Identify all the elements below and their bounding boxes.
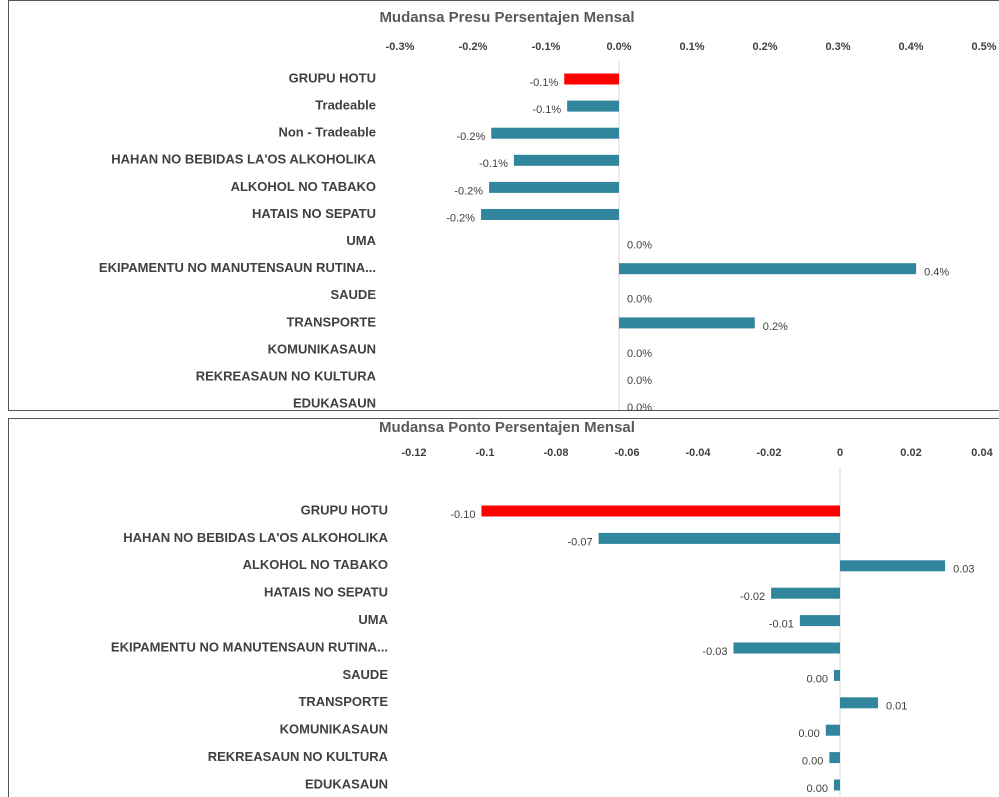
category-label: EKIPAMENTU NO MANUTENSAUN RUTINA... (99, 260, 376, 275)
bar (489, 181, 619, 193)
bar (619, 317, 755, 329)
category-label: UMA (358, 612, 388, 627)
x-tick-label: 0.3% (825, 41, 850, 53)
value-label: 0.0% (627, 348, 652, 360)
x-tick-label: -0.04 (685, 447, 711, 459)
x-tick-label: -0.12 (401, 447, 426, 459)
value-label: -0.1% (479, 158, 508, 170)
value-label: -0.07 (568, 536, 593, 548)
category-label: ALKOHOL NO TABAKO (243, 557, 388, 572)
value-label: 0.03 (953, 564, 974, 576)
bar (513, 154, 619, 166)
category-label: GRUPU HOTU (289, 70, 376, 85)
x-tick-label: -0.1 (476, 447, 495, 459)
value-label: -0.02 (740, 591, 765, 603)
bar (771, 587, 840, 599)
value-label: 0.00 (807, 783, 828, 795)
value-label: -0.2% (446, 212, 475, 224)
category-label: SAUDE (342, 667, 388, 682)
bar (564, 73, 619, 85)
bar (825, 724, 840, 736)
category-label: Non - Tradeable (278, 125, 376, 140)
bar (733, 642, 840, 654)
value-label: 0.00 (802, 756, 823, 768)
value-label: -0.01 (769, 619, 794, 631)
bar (840, 560, 946, 572)
x-tick-label: 0.0% (606, 41, 631, 53)
category-label: UMA (346, 233, 376, 248)
value-label: 0.0% (627, 240, 652, 252)
category-label: HAHAN NO BEBIDAS LA'OS ALKOHOLIKA (123, 530, 388, 545)
category-label: REKREASAUN NO KULTURA (196, 369, 377, 384)
chart-frame (8, 418, 999, 797)
value-label: 0.2% (763, 321, 788, 333)
value-label: -0.2% (454, 185, 483, 197)
bar (481, 209, 619, 220)
bar (491, 127, 619, 139)
bar (840, 697, 878, 709)
x-tick-label: 0 (837, 447, 843, 459)
category-label: EKIPAMENTU NO MANUTENSAUN RUTINA... (111, 639, 388, 654)
bar (799, 615, 840, 627)
x-tick-label: 0.04 (971, 447, 993, 459)
value-label: 0.0% (627, 294, 652, 306)
x-tick-label: -0.2% (459, 41, 488, 53)
bar (481, 505, 840, 517)
x-tick-label: 0.4% (898, 41, 923, 53)
value-label: -0.03 (702, 646, 727, 658)
x-tick-label: -0.06 (614, 447, 639, 459)
category-label: TRANSPORTE (298, 694, 388, 709)
category-label: REKREASAUN NO KULTURA (208, 749, 389, 764)
bar (829, 752, 840, 764)
value-label: 0.0% (627, 375, 652, 387)
value-label: -0.10 (450, 509, 475, 521)
category-label: EDUKASAUN (305, 776, 388, 791)
bar (619, 263, 917, 275)
category-label: KOMUNIKASAUN (268, 341, 376, 356)
x-tick-label: -0.1% (532, 41, 561, 53)
category-label: TRANSPORTE (286, 314, 376, 329)
chart-title: Mudansa Ponto Persentajen Mensal (379, 419, 635, 436)
category-label: HATAIS NO SEPATU (252, 206, 376, 221)
x-tick-label: 0.2% (752, 41, 777, 53)
category-label: KOMUNIKASAUN (280, 722, 388, 737)
x-tick-label: -0.08 (543, 447, 568, 459)
value-label: 0.01 (886, 701, 907, 713)
category-label: Tradeable (315, 98, 376, 113)
category-label: EDUKASAUN (293, 396, 376, 411)
value-label: -0.1% (530, 77, 559, 89)
bar (833, 669, 840, 681)
value-label: 0.00 (807, 673, 828, 685)
chart-frame (8, 0, 999, 411)
category-label: GRUPU HOTU (301, 502, 388, 517)
category-label: HATAIS NO SEPATU (264, 585, 388, 600)
x-tick-label: 0.5% (971, 41, 996, 53)
value-label: 0.0% (627, 402, 652, 414)
value-label: -0.2% (457, 131, 486, 143)
category-label: HAHAN NO BEBIDAS LA'OS ALKOHOLIKA (111, 152, 376, 167)
value-label: -0.1% (532, 104, 561, 116)
bar (833, 779, 840, 791)
bar (598, 532, 840, 544)
value-label: 0.00 (798, 728, 819, 740)
value-label: 0.4% (924, 267, 949, 279)
chart-title: Mudansa Presu Persentajen Mensal (379, 9, 634, 26)
x-tick-label: -0.02 (756, 447, 781, 459)
category-label: SAUDE (330, 287, 376, 302)
x-tick-label: -0.3% (386, 41, 415, 53)
x-tick-label: 0.1% (679, 41, 704, 53)
x-tick-label: 0.02 (900, 447, 921, 459)
bar (567, 100, 619, 112)
category-label: ALKOHOL NO TABAKO (231, 179, 376, 194)
